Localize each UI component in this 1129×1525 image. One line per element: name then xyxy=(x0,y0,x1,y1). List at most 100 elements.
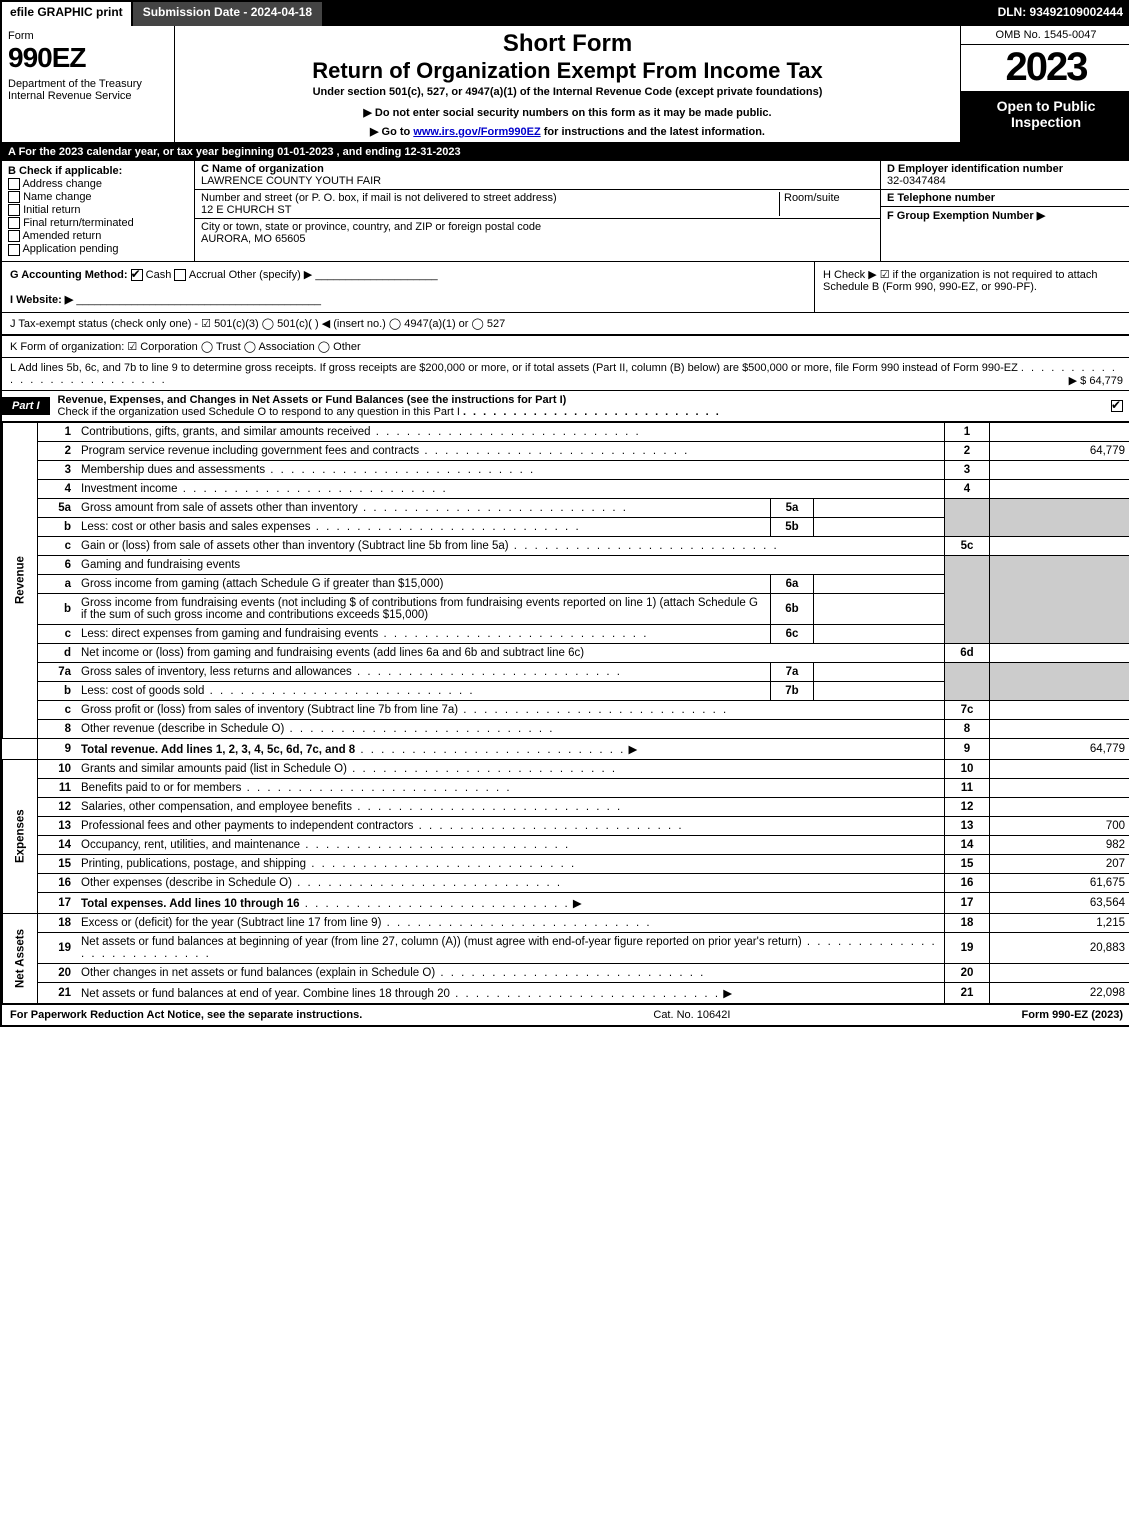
footer-left: For Paperwork Reduction Act Notice, see … xyxy=(10,1009,362,1021)
under-section: Under section 501(c), 527, or 4947(a)(1)… xyxy=(313,86,823,98)
org-name-cell: C Name of organization LAWRENCE COUNTY Y… xyxy=(195,161,880,190)
line-6a-value xyxy=(814,574,945,593)
part-1-title: Revenue, Expenses, and Changes in Net As… xyxy=(50,391,1103,421)
footer-right: Form 990-EZ (2023) xyxy=(1022,1009,1123,1021)
chk-cash[interactable] xyxy=(131,269,143,281)
goto-prefix: Go to xyxy=(370,126,413,138)
street-value: 12 E CHURCH ST xyxy=(201,204,291,216)
form-number: 990EZ xyxy=(8,42,168,74)
section-b-to-f: B Check if applicable: Address change Na… xyxy=(2,161,1129,262)
chk-application-pending[interactable]: Application pending xyxy=(8,243,188,255)
line-12-amount xyxy=(990,797,1129,816)
line-21-amount: 22,098 xyxy=(990,982,1129,1003)
line-7a-value xyxy=(814,662,945,681)
part-1-check: Check if the organization used Schedule … xyxy=(58,406,460,418)
line-11-amount xyxy=(990,778,1129,797)
line-7c-amount xyxy=(990,700,1129,719)
form-word: Form xyxy=(8,30,168,42)
d-label: D Employer identification number xyxy=(887,163,1063,175)
chk-address-change[interactable]: Address change xyxy=(8,178,188,190)
line-6d-amount xyxy=(990,643,1129,662)
ssn-warning: Do not enter social security numbers on … xyxy=(363,106,771,119)
header-left: Form 990EZ Department of the Treasury In… xyxy=(2,26,175,142)
line-18-amount: 1,215 xyxy=(990,913,1129,932)
row-g-h: G Accounting Method: Cash Accrual Other … xyxy=(2,262,1129,313)
d-value: 32-0347484 xyxy=(887,175,946,187)
line-13-amount: 700 xyxy=(990,816,1129,835)
chk-amended-return[interactable]: Amended return xyxy=(8,230,188,242)
org-name: LAWRENCE COUNTY YOUTH FAIR xyxy=(201,175,381,187)
part-1-table: Revenue 1 Contributions, gifts, grants, … xyxy=(2,422,1129,1004)
chk-initial-return[interactable]: Initial return xyxy=(8,204,188,216)
goto-suffix: for instructions and the latest informat… xyxy=(541,126,765,138)
form-header: Form 990EZ Department of the Treasury In… xyxy=(2,26,1129,143)
g-label: G Accounting Method: xyxy=(10,269,128,281)
form-page: efile GRAPHIC print Submission Date - 20… xyxy=(0,0,1129,1027)
d-ein-cell: D Employer identification number 32-0347… xyxy=(881,161,1129,190)
line-4-amount xyxy=(990,479,1129,498)
i-website: I Website: ▶ xyxy=(10,294,73,306)
line-19-amount: 20,883 xyxy=(990,932,1129,963)
line-5c-amount xyxy=(990,536,1129,555)
f-label: F Group Exemption Number ▶ xyxy=(887,210,1045,222)
col-c: C Name of organization LAWRENCE COUNTY Y… xyxy=(195,161,881,261)
line-6b-value xyxy=(814,593,945,624)
part-1-checkbox[interactable] xyxy=(1111,400,1123,412)
line-3-amount xyxy=(990,460,1129,479)
department-label: Department of the Treasury Internal Reve… xyxy=(8,78,168,102)
line-7b-value xyxy=(814,681,945,700)
line-16-amount: 61,675 xyxy=(990,873,1129,892)
omb-number: OMB No. 1545-0047 xyxy=(961,26,1129,45)
netassets-label: Net Assets xyxy=(3,913,38,1003)
line-6c-value xyxy=(814,624,945,643)
chk-final-return[interactable]: Final return/terminated xyxy=(8,217,188,229)
c-name-label: C Name of organization xyxy=(201,163,324,175)
line-1-amount xyxy=(990,422,1129,441)
g-accounting: G Accounting Method: Cash Accrual Other … xyxy=(2,262,814,312)
e-phone-cell: E Telephone number xyxy=(881,190,1129,207)
top-bar: efile GRAPHIC print Submission Date - 20… xyxy=(2,2,1129,26)
h-schedule-b: H Check ▶ ☑ if the organization is not r… xyxy=(814,262,1129,312)
chk-accrual[interactable] xyxy=(174,269,186,281)
line-17-amount: 63,564 xyxy=(990,892,1129,913)
open-to-public: Open to Public Inspection xyxy=(961,92,1129,142)
page-footer: For Paperwork Reduction Act Notice, see … xyxy=(2,1004,1129,1025)
revenue-label: Revenue xyxy=(3,422,38,738)
line-a: A For the 2023 calendar year, or tax yea… xyxy=(2,143,1129,161)
line-14-amount: 982 xyxy=(990,835,1129,854)
part-1-tag: Part I xyxy=(2,397,50,415)
col-def: D Employer identification number 32-0347… xyxy=(881,161,1129,261)
tax-year: 2023 xyxy=(961,45,1129,92)
line-5b-value xyxy=(814,517,945,536)
line-2-amount: 64,779 xyxy=(990,441,1129,460)
l-text: L Add lines 5b, 6c, and 7b to line 9 to … xyxy=(10,362,1018,374)
irs-link[interactable]: www.irs.gov/Form990EZ xyxy=(413,126,540,138)
header-center: Short Form Return of Organization Exempt… xyxy=(175,26,960,142)
line-5a-value xyxy=(814,498,945,517)
row-j: J Tax-exempt status (check only one) - ☑… xyxy=(2,313,1129,335)
dln-label: DLN: 93492109002444 xyxy=(990,2,1129,26)
line-15-amount: 207 xyxy=(990,854,1129,873)
line-10-amount xyxy=(990,759,1129,778)
line-20-amount xyxy=(990,963,1129,982)
room-label: Room/suite xyxy=(784,192,840,204)
return-title: Return of Organization Exempt From Incom… xyxy=(312,58,823,84)
f-group-cell: F Group Exemption Number ▶ xyxy=(881,207,1129,224)
line-9-amount: 64,779 xyxy=(990,738,1129,759)
street-cell: Number and street (or P. O. box, if mail… xyxy=(195,190,880,219)
l-amount: ▶ $ 64,779 xyxy=(1069,374,1123,387)
expenses-label: Expenses xyxy=(3,759,38,913)
city-cell: City or town, state or province, country… xyxy=(195,219,880,247)
efile-label: efile GRAPHIC print xyxy=(2,2,133,26)
chk-name-change[interactable]: Name change xyxy=(8,191,188,203)
footer-mid: Cat. No. 10642I xyxy=(653,1009,730,1021)
col-b: B Check if applicable: Address change Na… xyxy=(2,161,195,261)
e-label: E Telephone number xyxy=(887,192,995,204)
street-label: Number and street (or P. O. box, if mail… xyxy=(201,192,557,204)
city-label: City or town, state or province, country… xyxy=(201,221,541,233)
submission-date: Submission Date - 2024-04-18 xyxy=(133,2,324,26)
part-1-header: Part I Revenue, Expenses, and Changes in… xyxy=(2,391,1129,422)
row-l: L Add lines 5b, 6c, and 7b to line 9 to … xyxy=(2,358,1129,391)
b-label: B Check if applicable: xyxy=(8,165,122,177)
line-8-amount xyxy=(990,719,1129,738)
